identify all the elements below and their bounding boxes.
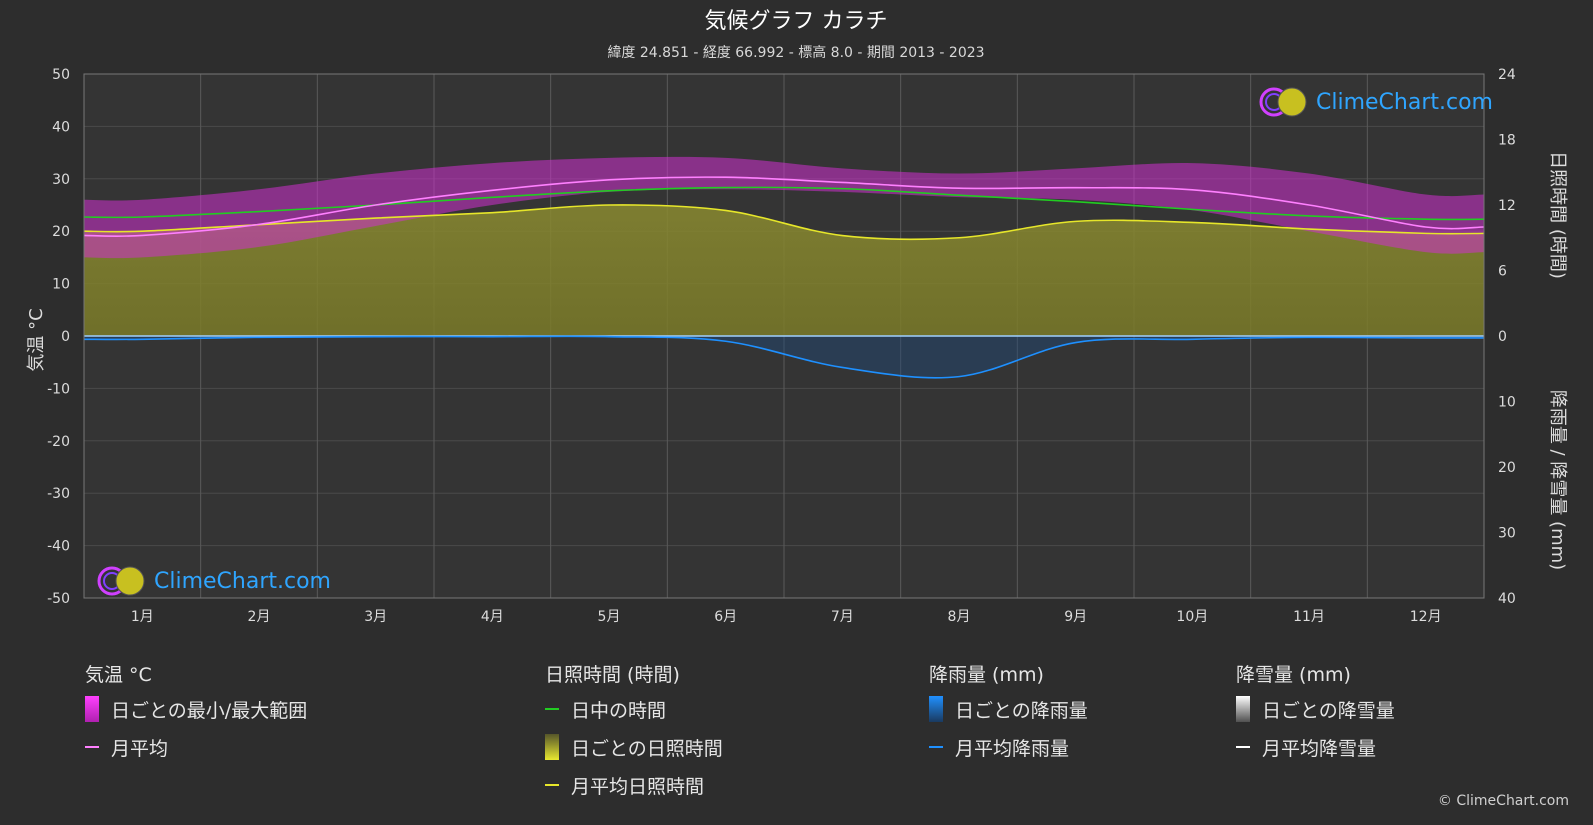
temp-tick-label: 0 [61, 329, 70, 345]
temp-tick-label: -50 [47, 591, 70, 607]
legend-group-sunshine: 日照時間 (時間) 日中の時間 日ごとの日照時間 月平均日照時間 [545, 660, 723, 810]
legend-label: 日ごとの最小/最大範囲 [111, 699, 308, 722]
legend-group-rain: 降雨量 (mm) 日ごとの降雨量 月平均降雨量 [929, 660, 1088, 772]
line-swatch [545, 784, 559, 786]
chart-title: 気候グラフ カラチ [705, 9, 888, 34]
line-swatch [929, 746, 943, 748]
precip-tick-label: 10 [1498, 395, 1516, 411]
sunshine-line [83, 204, 1485, 241]
line-swatch [1236, 746, 1250, 748]
temperature-range-band [84, 156, 1484, 259]
month-tick-label: 10月 [1176, 609, 1208, 625]
legend-item: 日ごとの降雨量 [929, 696, 1088, 722]
legend-item: 日中の時間 [545, 696, 723, 722]
legend-group-snow: 降雪量 (mm) 日ごとの降雪量 月平均降雪量 [1236, 660, 1395, 772]
brand-logo-bottom: ClimeChart.com [96, 565, 331, 597]
legend-item: 日ごとの降雪量 [1236, 696, 1395, 722]
temp-tick-label: 20 [52, 224, 70, 240]
month-tick-label: 6月 [714, 609, 737, 625]
climechart-logo-icon [1259, 87, 1307, 117]
rain-area [84, 336, 1484, 378]
right-bottom-axis-title: 降雨量 / 降雪量 (mm) [1547, 390, 1568, 570]
temp-tick-label: 10 [52, 277, 70, 293]
copyright: © ClimeChart.com [1437, 793, 1569, 809]
legend-item: 月平均降雨量 [929, 734, 1088, 760]
month-tick-label: 9月 [1064, 609, 1087, 625]
month-tick-label: 2月 [248, 609, 271, 625]
month-tick-label: 12月 [1410, 609, 1442, 625]
precip-tick-label: 30 [1498, 526, 1516, 542]
sunshine-tick-label: 24 [1498, 67, 1516, 83]
daylight-line [83, 186, 1485, 221]
legend-label: 日ごとの日照時間 [571, 737, 723, 760]
left-axis-title: 気温 °C [26, 308, 47, 371]
legend-label: 日ごとの降雪量 [1262, 699, 1395, 722]
right-top-axis-title: 日照時間 (時間) [1547, 151, 1568, 279]
temp-tick-label: 40 [52, 119, 70, 135]
temp-tick-label: -20 [47, 434, 70, 450]
month-tick-label: 3月 [364, 609, 387, 625]
sunshine-tick-label: 6 [1498, 264, 1507, 280]
month-tick-label: 8月 [948, 609, 971, 625]
month-tick-label: 5月 [598, 609, 621, 625]
legend-header: 降雨量 (mm) [929, 664, 1044, 686]
rain-swatch [929, 696, 943, 722]
legend-header: 降雪量 (mm) [1236, 664, 1351, 686]
precip-tick-label: 40 [1498, 591, 1516, 607]
line-swatch [85, 746, 99, 748]
climechart-logo-icon [97, 566, 145, 596]
chart-subtitle: 緯度 24.851 - 経度 66.992 - 標高 8.0 - 期間 2013… [607, 44, 984, 61]
legend-item: 月平均 [85, 734, 307, 760]
sunshine-area [84, 204, 1484, 336]
legend-label: 日中の時間 [571, 699, 667, 722]
legend-label: 日ごとの降雨量 [955, 699, 1088, 722]
month-tick-label: 1月 [131, 609, 154, 625]
brand-text-top: ClimeChart.com [1316, 89, 1493, 115]
legend-label: 月平均日照時間 [571, 775, 705, 798]
temp-tick-label: -30 [47, 486, 70, 502]
plot-border [83, 73, 1485, 599]
legend-header: 日照時間 (時間) [545, 664, 680, 686]
legend-item: 月平均日照時間 [545, 772, 723, 798]
precip-tick-label: 20 [1498, 460, 1516, 476]
legend-label: 月平均降雪量 [1262, 737, 1377, 760]
sunshine-tick-label: 18 [1498, 133, 1516, 149]
temp-tick-label: 50 [52, 67, 70, 83]
legend-item: 月平均降雪量 [1236, 734, 1395, 760]
legend-header: 気温 °C [85, 664, 152, 686]
sunshine-tick-label: 0 [1498, 329, 1507, 345]
sunshine-swatch [545, 734, 559, 760]
range-swatch [85, 696, 99, 722]
brand-logo-top: ClimeChart.com [1258, 86, 1493, 118]
rain-mean-line [83, 335, 1485, 379]
month-tick-label: 7月 [831, 609, 854, 625]
brand-text-bottom: ClimeChart.com [154, 568, 331, 594]
legend-item: 日ごとの日照時間 [545, 734, 723, 760]
temp-tick-label: -40 [47, 539, 70, 555]
sunshine-tick-label: 12 [1498, 198, 1516, 214]
temp-tick-label: -10 [47, 381, 70, 397]
temperature-mean-line [83, 176, 1485, 237]
legend-item: 日ごとの最小/最大範囲 [85, 696, 307, 722]
month-tick-label: 11月 [1293, 609, 1325, 625]
temp-tick-label: 30 [52, 172, 70, 188]
line-swatch [545, 708, 559, 710]
legend-label: 月平均降雨量 [955, 737, 1070, 760]
snow-swatch [1236, 696, 1250, 722]
month-tick-label: 4月 [481, 609, 504, 625]
legend-group-temperature: 気温 °C 日ごとの最小/最大範囲 月平均 [85, 660, 307, 772]
legend-label: 月平均 [111, 737, 169, 760]
